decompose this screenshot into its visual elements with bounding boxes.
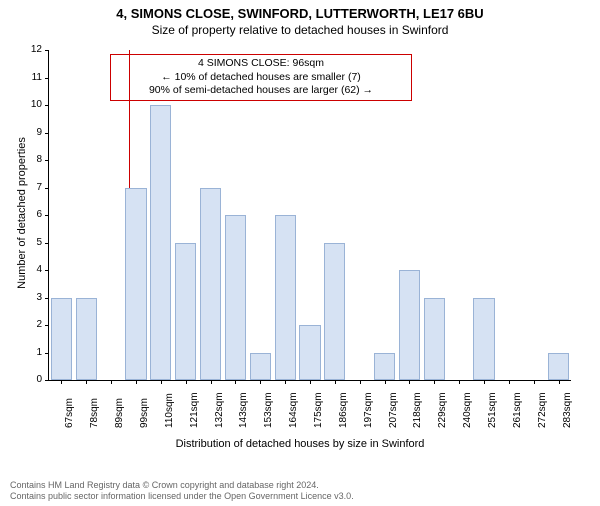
y-tick-label: 9 [18,127,42,138]
y-tick [45,270,49,271]
x-tick-label: 197sqm [363,392,374,428]
x-tick [61,380,62,384]
y-tick-label: 2 [18,319,42,330]
bar [76,298,97,381]
y-tick [45,215,49,216]
y-tick [45,78,49,79]
x-tick-label: 175sqm [313,392,324,428]
x-tick-label: 132sqm [214,392,225,428]
x-tick-label: 78sqm [89,398,100,428]
bar [399,270,420,380]
y-tick-label: 11 [18,72,42,83]
x-tick [484,380,485,384]
footer-line1: Contains HM Land Registry data © Crown c… [10,480,354,491]
x-tick-label: 251sqm [487,392,498,428]
x-tick [285,380,286,384]
x-tick [434,380,435,384]
x-tick-label: 164sqm [288,392,299,428]
x-tick-label: 207sqm [388,392,399,428]
bar [175,243,196,381]
x-tick [459,380,460,384]
x-tick [534,380,535,384]
x-tick [136,380,137,384]
x-tick-label: 272sqm [537,392,548,428]
x-tick [509,380,510,384]
y-tick [45,188,49,189]
y-tick [45,353,49,354]
x-tick-label: 240sqm [462,392,473,428]
footer-line2: Contains public sector information licen… [10,491,354,502]
bar [225,215,246,380]
chart-plot-area [48,50,571,381]
bar [51,298,72,381]
x-tick [161,380,162,384]
bar [424,298,445,381]
y-tick [45,298,49,299]
x-tick-label: 143sqm [238,392,249,428]
y-tick [45,380,49,381]
bar [548,353,569,381]
y-tick [45,325,49,326]
y-tick-label: 1 [18,347,42,358]
x-tick-label: 261sqm [512,392,523,428]
x-tick [235,380,236,384]
y-tick-label: 8 [18,154,42,165]
y-tick-label: 4 [18,264,42,275]
chart-footer: Contains HM Land Registry data © Crown c… [10,480,354,502]
y-tick [45,243,49,244]
y-tick-label: 12 [18,44,42,55]
y-tick [45,160,49,161]
bar [275,215,296,380]
y-tick [45,133,49,134]
x-tick-label: 99sqm [139,398,150,428]
chart-container: 4, SIMONS CLOSE, SWINFORD, LUTTERWORTH, … [0,6,600,506]
x-tick [559,380,560,384]
x-tick-label: 110sqm [164,393,175,428]
y-tick [45,50,49,51]
bar [150,105,171,380]
y-tick-label: 7 [18,182,42,193]
y-tick-label: 5 [18,237,42,248]
x-tick-label: 218sqm [412,392,423,428]
y-tick-label: 0 [18,374,42,385]
bar [473,298,494,381]
chart-title-sub: Size of property relative to detached ho… [0,23,600,37]
x-tick [186,380,187,384]
chart-title-main: 4, SIMONS CLOSE, SWINFORD, LUTTERWORTH, … [0,6,600,21]
bar [125,188,146,381]
x-tick-label: 89sqm [114,398,125,428]
bar [299,325,320,380]
x-tick-label: 283sqm [562,392,573,428]
bar [324,243,345,381]
bar [200,188,221,381]
bar [374,353,395,381]
x-tick [360,380,361,384]
bar [250,353,271,381]
y-tick-label: 3 [18,292,42,303]
x-tick [409,380,410,384]
x-tick-label: 121sqm [189,392,200,428]
x-tick-label: 153sqm [263,392,274,428]
x-tick [335,380,336,384]
x-tick [111,380,112,384]
x-tick [211,380,212,384]
y-tick-label: 6 [18,209,42,220]
x-tick-label: 229sqm [437,392,448,428]
x-tick [310,380,311,384]
x-tick [385,380,386,384]
x-tick-label: 186sqm [338,392,349,428]
y-tick [45,105,49,106]
x-tick-label: 67sqm [64,398,75,428]
x-tick [86,380,87,384]
y-tick-label: 10 [18,99,42,110]
x-tick [260,380,261,384]
x-axis-label: Distribution of detached houses by size … [0,438,600,450]
